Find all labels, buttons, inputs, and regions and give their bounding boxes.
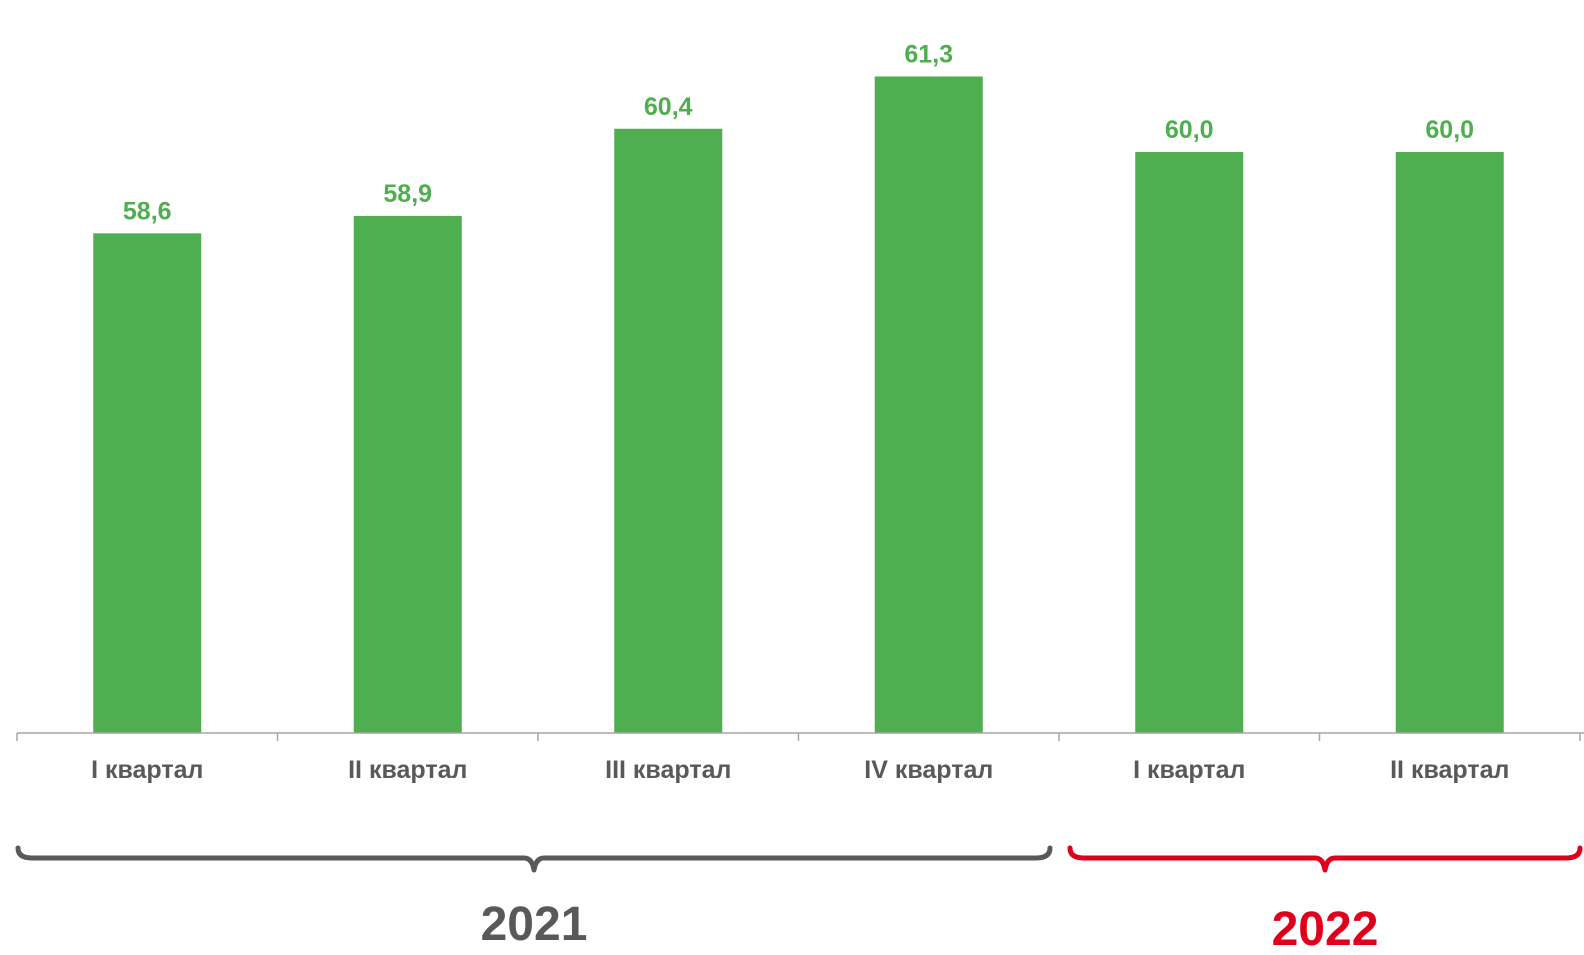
category-labels-layer: I квартал II квартал III квартал IV квартал… bbox=[91, 756, 1509, 784]
x-tick-label: I квартал bbox=[91, 756, 203, 784]
x-axis bbox=[16, 732, 1584, 741]
year-brace bbox=[15, 845, 1053, 873]
x-tick-label: II квартал bbox=[348, 756, 467, 784]
bar bbox=[1395, 152, 1504, 733]
x-tick-label: III квартал bbox=[605, 756, 731, 784]
data-label: 60,0 bbox=[1165, 116, 1214, 144]
x-tick-label: I квартал bbox=[1133, 756, 1245, 784]
bar bbox=[353, 215, 462, 733]
bar bbox=[614, 128, 723, 733]
value-labels-layer: 58,6 58,9 60,4 61,3 60,0 60,0 bbox=[123, 40, 1474, 225]
bars-layer bbox=[93, 76, 1504, 733]
year-label: 2021 bbox=[481, 898, 588, 951]
data-label: 60,0 bbox=[1425, 116, 1474, 144]
bar bbox=[874, 76, 983, 733]
data-label: 60,4 bbox=[644, 93, 693, 121]
x-tick-label: II квартал bbox=[1390, 756, 1509, 784]
year-label: 2022 bbox=[1272, 903, 1379, 955]
bar bbox=[1135, 152, 1244, 733]
year-groups-layer: 2021 2022 bbox=[15, 845, 1583, 955]
year-brace bbox=[1067, 845, 1583, 873]
bar bbox=[93, 233, 202, 733]
data-label: 58,6 bbox=[123, 197, 172, 225]
data-label: 61,3 bbox=[904, 40, 953, 68]
data-label: 58,9 bbox=[383, 180, 432, 208]
x-tick-label: IV квартал bbox=[864, 756, 993, 784]
